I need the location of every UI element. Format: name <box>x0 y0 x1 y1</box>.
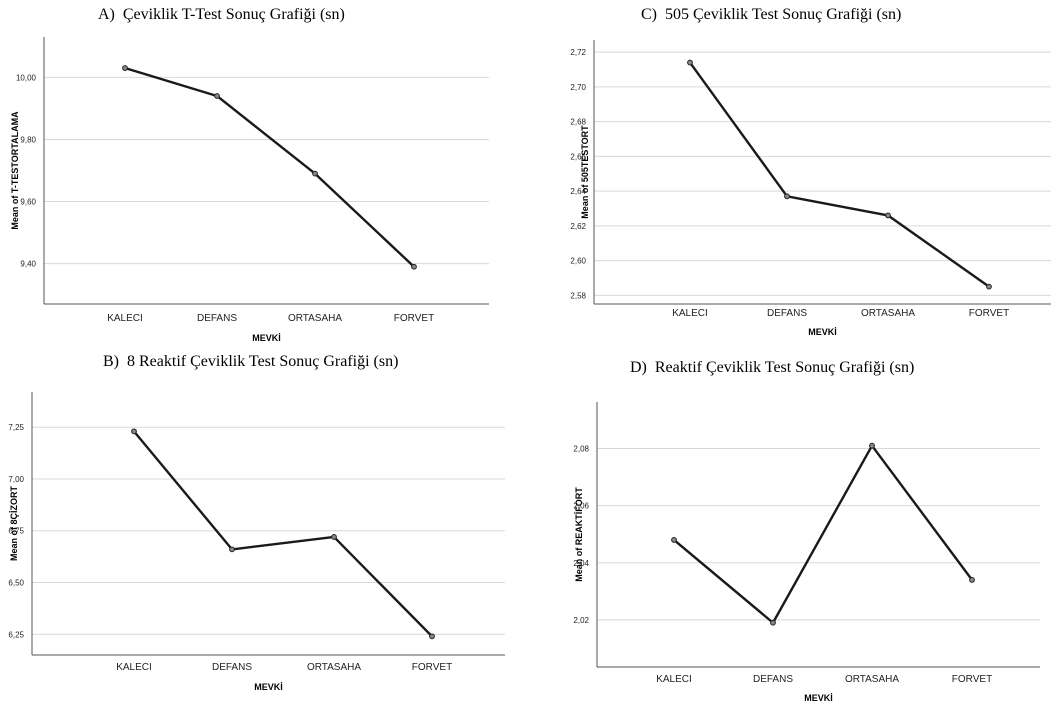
chart-d-category-label: ORTASAHA <box>845 674 899 685</box>
chart-d-title: D) Reaktif Çeviklik Test Sonuç Grafiği (… <box>630 359 915 376</box>
chart-c-category-label: FORVET <box>969 308 1009 319</box>
chart-c-ytick-label: 2,60 <box>570 257 586 266</box>
chart-c-data-point <box>687 59 693 66</box>
chart-c-category-label: DEFANS <box>767 308 807 319</box>
chart-c-title: C) 505 Çeviklik Test Sonuç Grafiği (sn) <box>641 6 902 23</box>
chart-a-series-line <box>124 66 415 268</box>
chart-b-category-label: ORTASAHA <box>307 662 361 673</box>
chart-b-category-label: FORVET <box>412 662 452 673</box>
chart-d-ytick-label: 2,04 <box>573 559 589 568</box>
chart-c-y-axis-title: Mean of 505TESTORT <box>580 125 590 219</box>
chart-c-data-point <box>885 212 891 219</box>
chart-a-title: A) Çeviklik T-Test Sonuç Grafiği (sn) <box>98 6 345 23</box>
chart-a-ytick-label: 10,00 <box>16 73 37 82</box>
chart-a-data-point <box>122 65 128 71</box>
chart-b-data-point <box>429 633 435 640</box>
chart-a-data-point <box>312 170 318 177</box>
chart-b-ytick-label: 6,75 <box>8 527 24 536</box>
chart-c-ytick-label: 2,66 <box>570 152 586 161</box>
chart-a-category-label: FORVET <box>394 313 434 324</box>
chart-a-category-label: KALECI <box>107 313 143 324</box>
chart-a-category-label: ORTASAHA <box>288 313 342 324</box>
chart-c-series-line <box>689 61 990 288</box>
chart-d-data-point <box>770 619 776 626</box>
chart-c-category-label: KALECI <box>672 308 708 319</box>
chart-b-data-point <box>131 428 137 435</box>
chart-a-ytick-label: 9,80 <box>20 135 36 144</box>
chart-b-y-axis-title: Mean of 8ÇİZORT <box>9 486 19 562</box>
chart-a-ytick-label: 9,40 <box>20 260 36 269</box>
chart-b-series-line <box>133 430 433 638</box>
chart-d-category-label: DEFANS <box>753 674 793 685</box>
chart-d-data-point <box>671 537 677 543</box>
chart-c-ytick-label: 2,68 <box>570 118 586 127</box>
chart-b-category-label: KALECI <box>116 662 152 673</box>
chart-c-category-label: ORTASAHA <box>861 308 915 319</box>
chart-d-data-point <box>969 577 975 583</box>
chart-d-ytick-label: 2,02 <box>573 616 589 625</box>
chart-d-series-line <box>673 444 973 624</box>
chart-a-ytick-label: 9,60 <box>20 198 36 207</box>
chart-d-category-label: KALECI <box>656 674 692 685</box>
chart-b-ytick-label: 7,25 <box>8 423 24 432</box>
chart-c-x-axis-title: MEVKİ <box>808 327 837 337</box>
chart-b-category-label: DEFANS <box>212 662 252 673</box>
chart-c-data-point <box>784 193 790 200</box>
chart-a-data-point <box>411 263 417 270</box>
chart-b-title: B) 8 Reaktif Çeviklik Test Sonuç Grafiği… <box>103 353 399 370</box>
chart-d-data-point <box>869 442 875 449</box>
chart-c-ytick-label: 2,62 <box>570 222 586 231</box>
chart-b-ytick-label: 7,00 <box>8 475 24 484</box>
chart-b-ytick-label: 6,50 <box>8 579 24 588</box>
chart-c-data-point <box>986 283 992 290</box>
chart-b-x-axis-title: MEVKİ <box>254 682 283 692</box>
chart-a-data-point <box>214 93 220 99</box>
chart-b-ytick-label: 6,25 <box>8 630 24 639</box>
chart-a-x-axis-title: MEVKİ <box>252 333 281 343</box>
chart-b-data-point <box>229 546 235 553</box>
chart-a-category-label: DEFANS <box>197 313 237 324</box>
chart-c-ytick-label: 2,70 <box>570 83 586 92</box>
chart-d-y-axis-title: Mean of REAKTİFORT <box>574 487 584 582</box>
chart-d-x-axis-title: MEVKİ <box>804 693 833 703</box>
chart-d-ytick-label: 2,08 <box>573 445 589 454</box>
chart-d-category-label: FORVET <box>952 674 992 685</box>
chart-c-ytick-label: 2,64 <box>570 187 586 196</box>
chart-b-data-point <box>331 534 337 540</box>
chart-c-ytick-label: 2,72 <box>570 48 586 57</box>
chart-a-y-axis-title: Mean of T-TESTORTALAMA <box>10 111 20 230</box>
chart-c-ytick-label: 2,58 <box>570 291 586 300</box>
chart-d-ytick-label: 2,06 <box>573 502 589 511</box>
